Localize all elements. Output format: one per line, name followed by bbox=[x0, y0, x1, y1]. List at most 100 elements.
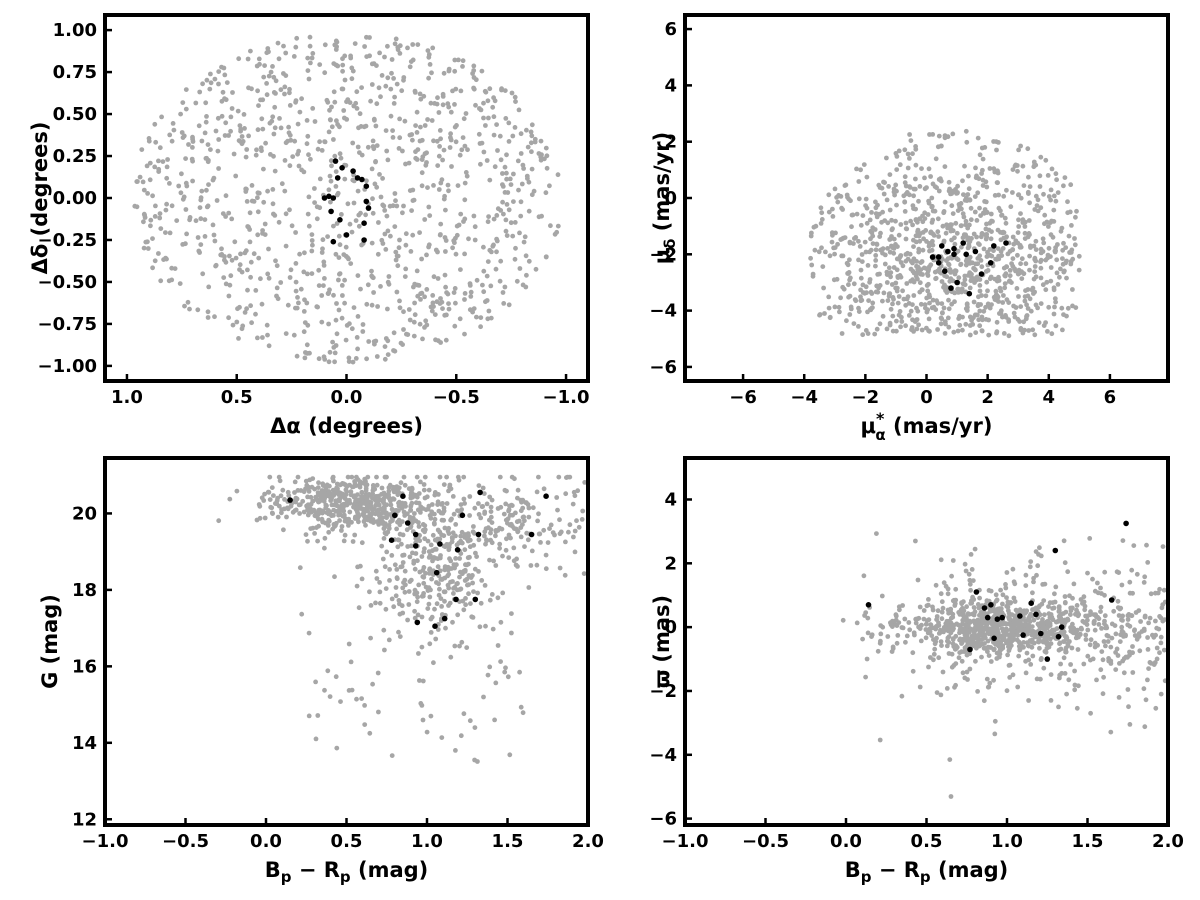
field-star-point bbox=[958, 626, 963, 632]
member-star-point bbox=[543, 493, 549, 500]
field-star-point bbox=[941, 580, 947, 586]
field-star-point bbox=[405, 332, 411, 337]
field-star-point bbox=[244, 306, 250, 312]
field-star-point bbox=[830, 232, 835, 238]
field-star-point bbox=[295, 121, 301, 127]
field-star-point bbox=[356, 223, 362, 229]
field-star-point bbox=[396, 146, 402, 151]
field-star-point bbox=[400, 532, 406, 538]
field-star-point bbox=[903, 639, 908, 645]
field-star-point bbox=[206, 182, 211, 188]
field-star-point bbox=[460, 64, 465, 69]
field-star-point bbox=[902, 209, 908, 214]
field-star-point bbox=[894, 328, 899, 334]
field-star-point bbox=[389, 57, 395, 62]
field-star-point bbox=[483, 123, 488, 128]
field-star-point bbox=[913, 538, 918, 544]
field-star-point bbox=[158, 226, 164, 232]
field-star-point bbox=[935, 327, 940, 332]
field-star-point bbox=[230, 322, 236, 328]
field-star-point bbox=[512, 220, 518, 225]
field-star-point bbox=[888, 270, 894, 275]
field-star-point bbox=[451, 591, 456, 596]
field-star-point bbox=[812, 247, 818, 253]
field-star-point bbox=[499, 87, 504, 93]
field-star-point bbox=[1148, 591, 1154, 597]
member-star-point bbox=[339, 165, 345, 171]
field-star-point bbox=[1001, 230, 1007, 236]
field-star-point bbox=[288, 267, 294, 273]
field-star-point bbox=[1065, 305, 1071, 311]
field-star-point bbox=[1010, 190, 1015, 195]
field-star-point bbox=[1144, 542, 1149, 548]
field-star-point bbox=[196, 248, 202, 254]
field-star-point bbox=[1010, 234, 1016, 240]
field-star-point bbox=[374, 101, 380, 107]
member-star-point bbox=[343, 232, 350, 238]
field-star-point bbox=[239, 134, 245, 139]
field-star-point bbox=[211, 232, 217, 238]
field-star-point bbox=[430, 532, 436, 538]
field-star-point bbox=[525, 537, 531, 543]
field-star-point bbox=[1126, 612, 1132, 617]
field-star-point bbox=[830, 214, 836, 219]
field-star-point bbox=[373, 600, 378, 606]
field-star-point bbox=[270, 64, 275, 69]
member-star-point bbox=[354, 175, 361, 181]
field-star-point bbox=[394, 203, 400, 209]
field-star-point bbox=[481, 268, 487, 274]
field-star-point bbox=[923, 621, 929, 627]
field-star-point bbox=[983, 226, 989, 232]
field-star-point bbox=[256, 255, 262, 261]
field-star-point bbox=[371, 485, 376, 491]
field-star-point bbox=[310, 525, 316, 531]
field-star-point bbox=[245, 56, 251, 62]
field-star-point bbox=[993, 592, 999, 598]
field-star-point bbox=[266, 275, 272, 281]
member-star-point bbox=[477, 489, 483, 496]
field-star-point bbox=[443, 625, 448, 631]
field-star-point bbox=[440, 306, 445, 311]
field-star-point bbox=[924, 239, 929, 244]
x-tick-label: 1.5 bbox=[492, 831, 524, 852]
field-star-point bbox=[383, 247, 389, 252]
field-star-point bbox=[500, 590, 506, 596]
x-axis-label-sub-p1: p bbox=[281, 868, 292, 886]
field-star-point bbox=[323, 505, 329, 511]
field-star-point bbox=[854, 620, 860, 626]
field-star-point bbox=[244, 199, 250, 204]
field-star-point bbox=[1010, 247, 1015, 252]
field-star-point bbox=[408, 523, 414, 529]
field-star-point bbox=[880, 298, 885, 304]
field-star-point bbox=[1075, 647, 1081, 652]
field-star-point bbox=[565, 474, 570, 480]
field-star-point bbox=[467, 494, 473, 499]
field-star-point bbox=[541, 527, 547, 533]
field-star-point bbox=[407, 64, 413, 70]
field-star-point bbox=[957, 322, 963, 328]
field-star-point bbox=[1018, 211, 1023, 217]
field-star-point bbox=[374, 354, 380, 359]
field-star-point bbox=[488, 504, 494, 510]
field-star-point bbox=[476, 131, 482, 137]
field-star-point bbox=[905, 165, 911, 171]
field-star-point bbox=[878, 623, 884, 628]
field-star-point bbox=[383, 606, 389, 612]
field-star-point bbox=[957, 630, 962, 636]
field-star-point bbox=[251, 251, 257, 257]
field-star-point bbox=[512, 125, 518, 130]
field-star-point bbox=[979, 171, 984, 176]
field-star-point bbox=[1007, 268, 1013, 273]
field-star-point bbox=[1160, 544, 1166, 549]
field-star-point bbox=[898, 222, 904, 227]
field-star-point bbox=[412, 615, 418, 621]
field-star-point bbox=[894, 288, 900, 294]
field-star-point bbox=[422, 294, 427, 300]
field-star-point bbox=[1098, 609, 1103, 614]
field-star-point bbox=[453, 522, 459, 527]
field-star-point bbox=[903, 226, 909, 232]
field-star-point bbox=[1024, 302, 1029, 308]
field-star-point bbox=[208, 147, 213, 153]
field-star-point bbox=[1162, 617, 1168, 622]
